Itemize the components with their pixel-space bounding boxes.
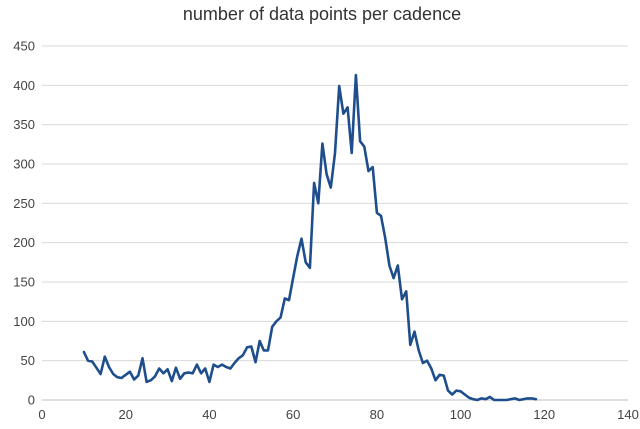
y-tick-label: 400 [13,78,35,93]
x-tick-label: 120 [533,407,555,422]
x-tick-label: 80 [370,407,384,422]
y-tick-label: 100 [13,314,35,329]
y-tick-label: 350 [13,117,35,132]
x-tick-label: 140 [617,407,639,422]
tick-labels: 0 50 100 150 200 250 300 350 400 450 0 20 40 60 80 100 1… [13,39,639,423]
x-tick-label: 100 [450,407,472,422]
gridlines [42,45,628,401]
y-tick-label: 50 [21,353,35,368]
series-line [82,73,538,402]
y-tick-label: 300 [13,157,35,172]
y-tick-label: 0 [28,393,35,408]
y-tick-label: 200 [13,235,35,250]
chart-title: number of data points per cadence [183,4,461,24]
x-tick-label: 20 [118,407,132,422]
series-layer [82,73,538,402]
y-tick-label: 250 [13,196,35,211]
x-tick-label: 60 [286,407,300,422]
y-tick-label: 450 [13,39,35,54]
x-tick-label: 40 [202,407,216,422]
x-tick-label: 0 [38,407,45,422]
y-tick-label: 150 [13,275,35,290]
